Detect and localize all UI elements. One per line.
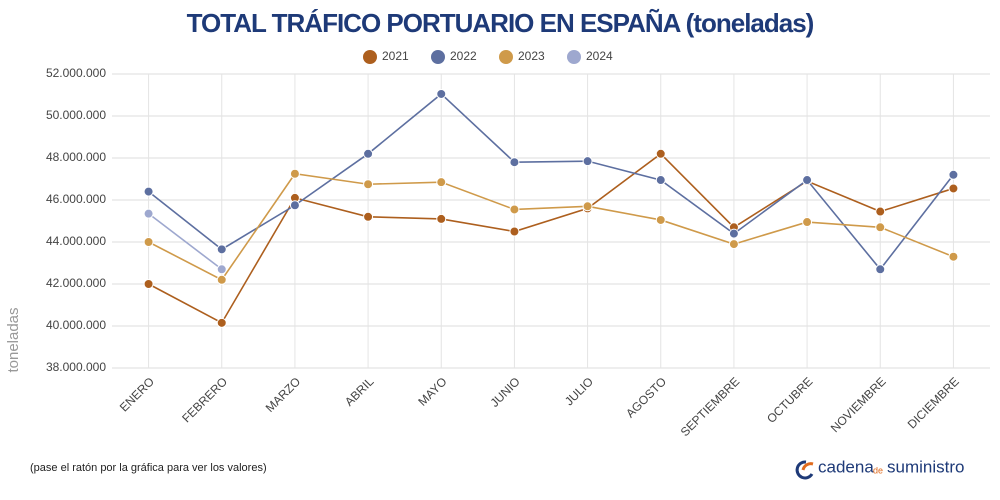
legend-marker [431, 50, 445, 64]
y-tick-label: 50.000.000 [46, 108, 106, 122]
point [582, 201, 593, 212]
y-tick-label: 48.000.000 [46, 150, 106, 164]
point [948, 183, 959, 194]
x-tick-label: JULIO [562, 374, 596, 408]
point [363, 148, 374, 159]
x-tick-label: DICIEMBRE [905, 374, 962, 431]
point [216, 274, 227, 285]
point [436, 213, 447, 224]
x-tick-label: FEBRERO [179, 374, 230, 425]
point [875, 222, 886, 233]
point [363, 179, 374, 190]
line [148, 92, 955, 271]
point [143, 237, 154, 247]
point [289, 200, 300, 211]
point [875, 206, 886, 217]
point [289, 168, 300, 179]
legend-label: 2024 [586, 49, 613, 63]
x-tick-label: ENERO [117, 374, 157, 414]
series [143, 208, 227, 275]
legend-marker [363, 50, 377, 64]
x-tick-label: NOVIEMBRE [828, 374, 889, 435]
point [948, 169, 959, 180]
legend-marker [567, 50, 581, 64]
point [363, 211, 374, 222]
point [216, 244, 227, 255]
legend-label: 2021 [382, 49, 409, 63]
brand-text: cadena [818, 457, 874, 476]
point [436, 88, 447, 99]
point [216, 264, 227, 275]
brand-icon [801, 462, 814, 471]
point [143, 208, 154, 219]
x-tick-label: SEPTIEMBRE [678, 374, 743, 439]
legend-marker [499, 50, 513, 64]
point [655, 148, 666, 159]
series [143, 88, 959, 275]
y-tick-label: 42.000.000 [46, 276, 106, 290]
point [143, 186, 154, 197]
line [148, 152, 954, 324]
x-tick-label: ABRIL [342, 374, 377, 409]
y-tick-label: 52.000.000 [46, 66, 106, 80]
brand-text: suministro [887, 457, 964, 476]
legend-label: 2023 [518, 49, 545, 63]
y-axis-title: toneladas [5, 307, 22, 372]
series [143, 148, 959, 328]
point [509, 157, 520, 168]
point [728, 239, 739, 250]
note: (pase el ratón por la gráfica para ver l… [30, 462, 267, 474]
brand-text: de [873, 465, 883, 475]
legend-label: 2022 [450, 49, 477, 63]
point [655, 214, 666, 225]
point [143, 279, 154, 289]
point [728, 228, 739, 239]
y-tick-label: 46.000.000 [46, 192, 106, 206]
x-tick-label: JUNIO [487, 374, 522, 409]
point [875, 264, 886, 275]
y-tick-label: 44.000.000 [46, 234, 106, 248]
x-tick-label: OCTUBRE [764, 374, 815, 425]
y-tick-label: 38.000.000 [46, 360, 106, 374]
brand: cadena de suministro [795, 457, 964, 480]
chart-title: TOTAL TRÁFICO PORTUARIO EN ESPAÑA (tonel… [187, 8, 814, 38]
point [802, 217, 813, 228]
brand-icon [795, 460, 814, 480]
point [509, 226, 520, 237]
point [802, 175, 813, 186]
series [143, 168, 959, 285]
y-tick-label: 40.000.000 [46, 318, 106, 332]
point [582, 156, 593, 167]
x-tick-label: AGOSTO [623, 374, 669, 420]
point [655, 175, 666, 186]
line [148, 172, 954, 281]
point [216, 317, 227, 328]
point [509, 204, 520, 215]
x-tick-label: MARZO [263, 374, 304, 415]
point [436, 177, 447, 188]
point [948, 251, 959, 262]
line [148, 213, 223, 270]
x-tick-label: MAYO [415, 374, 449, 408]
